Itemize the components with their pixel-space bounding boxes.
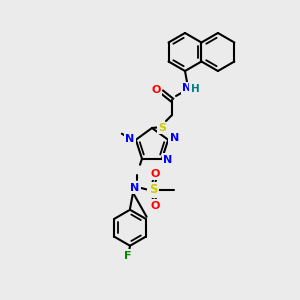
- Text: S: S: [158, 123, 166, 133]
- Text: F: F: [124, 251, 132, 261]
- Text: O: O: [151, 85, 161, 95]
- Text: N: N: [182, 83, 192, 93]
- Text: N: N: [125, 134, 134, 144]
- Text: O: O: [150, 169, 160, 179]
- Text: H: H: [190, 84, 200, 94]
- Text: N: N: [169, 133, 179, 143]
- Text: N: N: [164, 155, 172, 165]
- Text: N: N: [130, 183, 140, 193]
- Text: S: S: [149, 183, 157, 196]
- Text: O: O: [150, 201, 160, 211]
